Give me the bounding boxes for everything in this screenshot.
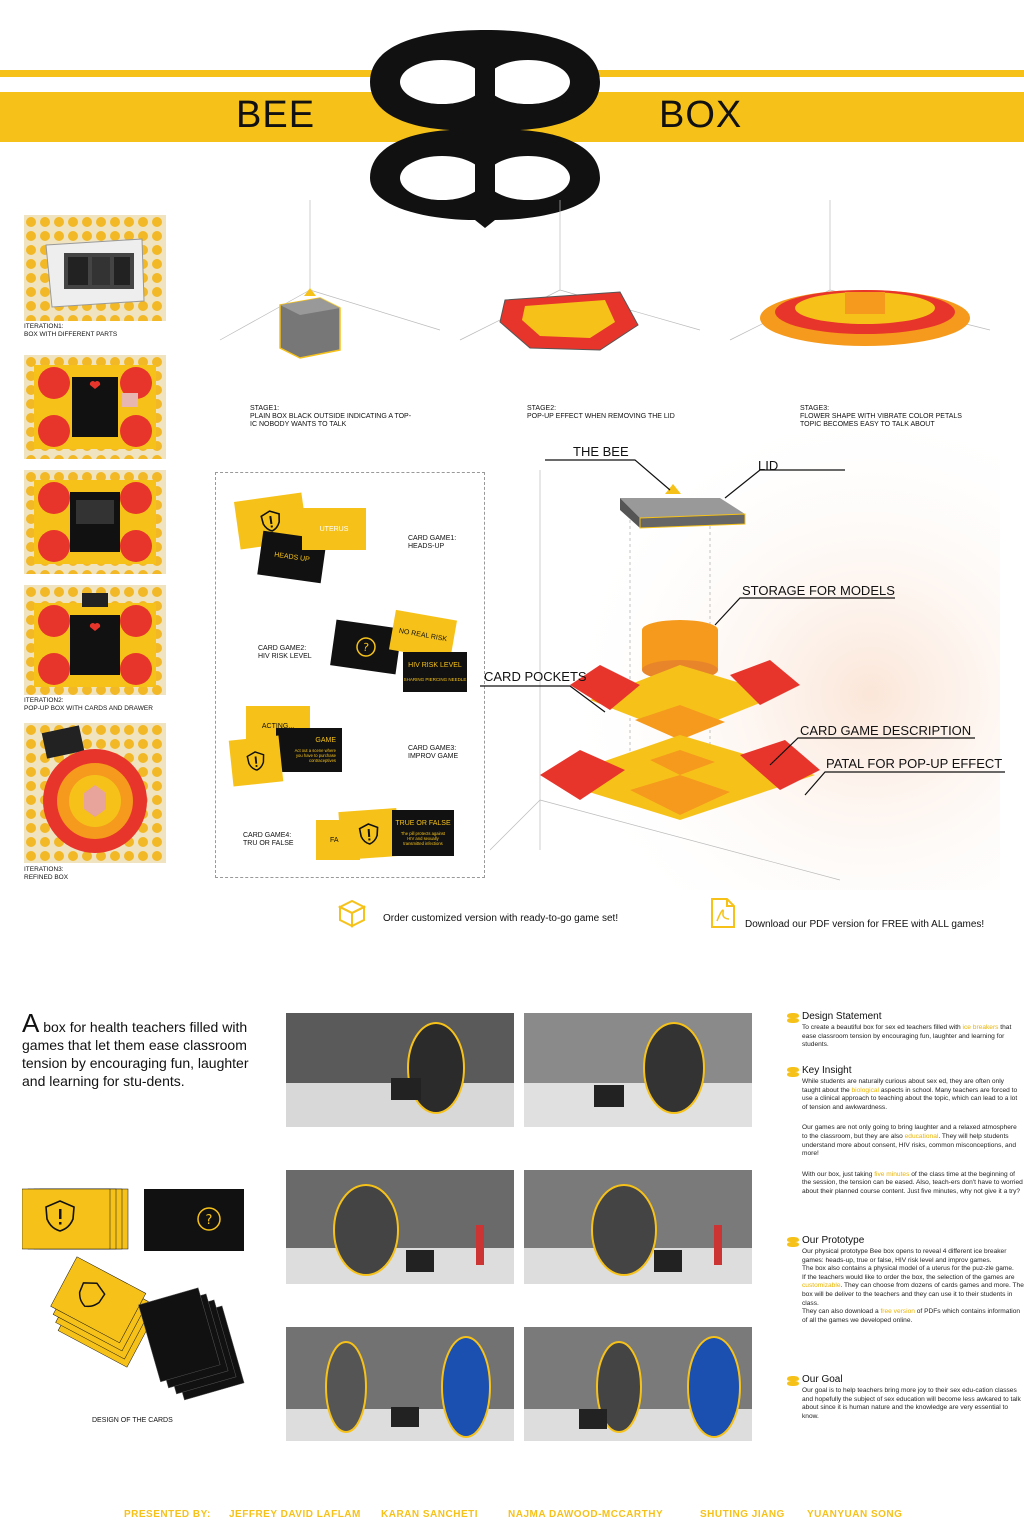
pdf-file-icon[interactable]	[709, 897, 737, 929]
design-statement-body: To create a beautiful box for sex ed tea…	[802, 1024, 1012, 1049]
card-hiv-risk-level: HIV RISK LEVEL SHARING PIERCING NEEDLE	[403, 652, 467, 692]
callout-lid: LID	[758, 458, 779, 473]
question-circle-icon: ?	[356, 637, 376, 657]
our-goal-body: Our goal is to help teachers bring more …	[802, 1387, 1021, 1420]
presented-by-label: PRESENTED BY:	[124, 1509, 211, 1520]
credit-name-3: NAJMA DAWOOD-MCCARTHY	[508, 1509, 664, 1520]
iteration2b-photo	[24, 470, 166, 574]
card-games-panel	[215, 472, 485, 878]
bee-logo-bullet-icon	[787, 1376, 799, 1386]
shield-alert-icon	[358, 823, 379, 845]
our-prototype-title: Our Prototype	[802, 1235, 865, 1246]
bee-logo-bullet-icon	[787, 1013, 799, 1023]
bee-logo-bullet-icon	[787, 1067, 799, 1077]
stage-sketch-background	[219, 200, 1000, 890]
card-improv-sub: Act out a scene where you have to purcha…	[294, 748, 336, 763]
iteration2-caption: ITERATION2: POP-UP BOX WITH CARDS AND DRA…	[24, 697, 153, 712]
key-insight-title: Key Insight	[802, 1065, 852, 1076]
iteration3-photo	[24, 723, 166, 863]
card-designs-caption: DESIGN OF THE CARDS	[92, 1417, 173, 1424]
callout-lines	[480, 459, 1005, 796]
title-box: BOX	[659, 94, 743, 136]
tagline: A box for health teachers filled with ga…	[22, 1010, 252, 1090]
credit-name-4: SHUTING JIANG	[700, 1509, 785, 1520]
key-insight-body: While students are naturally curious abo…	[802, 1078, 1023, 1195]
tagline-drop-cap: A	[22, 1008, 40, 1038]
card-improv-game: GAME Act out a scene where you have to p…	[276, 728, 342, 772]
user-test-photo-2	[524, 1013, 752, 1127]
callout-card-pockets: CARD POCKETS	[484, 669, 587, 684]
bee-logo-bullet-icon	[787, 1237, 799, 1247]
user-test-photo-3	[286, 1170, 514, 1284]
credit-name-5: YUANYUAN SONG	[807, 1509, 903, 1520]
our-prototype-body: Our physical prototype Bee box opens to …	[802, 1248, 1024, 1324]
stage1-caption: STAGE1: PLAIN BOX BLACK OUTSIDE INDICATIN…	[250, 405, 412, 428]
callout-card-game-description: CARD GAME DESCRIPTION	[800, 723, 972, 738]
iteration2a-photo	[24, 355, 166, 459]
callout-the-bee: THE BEE	[573, 444, 629, 459]
download-pdf-link[interactable]: Download our PDF version for FREE with A…	[745, 919, 985, 930]
card-heads-up-shield	[233, 492, 309, 550]
bee-box-logo-icon	[370, 30, 600, 228]
iteration1-photo	[24, 215, 166, 321]
shield-alert-icon	[260, 510, 281, 532]
card-tf-sub: The pill protects against HIV and sexual…	[400, 831, 446, 846]
tagline-text: box for health teachers filled with game…	[22, 1019, 249, 1089]
our-goal-title: Our Goal	[802, 1374, 843, 1385]
card-tf-shield	[338, 808, 400, 860]
card-game3-label: CARD GAME3: IMPROV GAME	[408, 745, 459, 760]
card-hiv-risk-title: HIV RISK LEVEL	[408, 662, 462, 669]
callout-petal: PATAL FOR POP-UP EFFECT	[826, 756, 1003, 771]
stage2-caption: STAGE2: POP-UP EFFECT WHEN REMOVING THE L…	[527, 405, 675, 420]
credit-name-1: JEFFREY DAVID LAFLAM	[229, 1509, 361, 1520]
shield-alert-icon	[246, 751, 265, 771]
user-test-photo-4	[524, 1170, 752, 1284]
svg-text:?: ?	[362, 641, 370, 655]
card-improv-shield	[228, 735, 284, 787]
card-game2-label: CARD GAME2: HIV RISK LEVEL	[258, 645, 312, 660]
svg-text:?: ?	[206, 1213, 213, 1228]
card-hiv-risk-sub: SHARING PIERCING NEEDLE	[403, 677, 467, 682]
user-test-photo-1	[286, 1013, 514, 1127]
iteration2c-photo	[24, 585, 166, 695]
credit-name-2: KARAN SANCHETI	[381, 1509, 478, 1520]
card-game1-label: CARD GAME1: HEADS-UP	[408, 535, 457, 550]
callout-storage: STORAGE FOR MODELS	[742, 583, 895, 598]
user-test-photo-6	[524, 1327, 752, 1441]
card-uterus: UTERUS	[302, 508, 366, 550]
card-tf-title: TRUE OR FALSE	[395, 820, 451, 827]
user-test-photo-5	[286, 1327, 514, 1441]
iteration1-caption: ITERATION1: BOX WITH DIFFERENT PARTS	[24, 323, 118, 338]
card-improv-title: GAME	[315, 737, 336, 744]
design-statement-title: Design Statement	[802, 1011, 882, 1022]
stage3-caption: STAGE3: FLOWER SHAPE WITH VIBRATE COLOR P…	[800, 405, 962, 428]
iteration3-caption: ITERATION3: REFINED BOX	[24, 866, 69, 881]
card-hiv-question: ?	[330, 619, 402, 675]
title-bee: BEE	[236, 94, 316, 136]
order-customized-link[interactable]: Order customized version with ready-to-g…	[383, 913, 619, 924]
card-game4-label: CARD GAME4: TRU OR FALSE	[243, 832, 294, 847]
exploded-box-illustration	[540, 484, 820, 820]
card-designs-illustration: ?	[22, 1188, 245, 1401]
card-true-or-false: TRUE OR FALSE The pill protects against …	[392, 810, 454, 856]
box-package-icon[interactable]	[336, 897, 368, 929]
